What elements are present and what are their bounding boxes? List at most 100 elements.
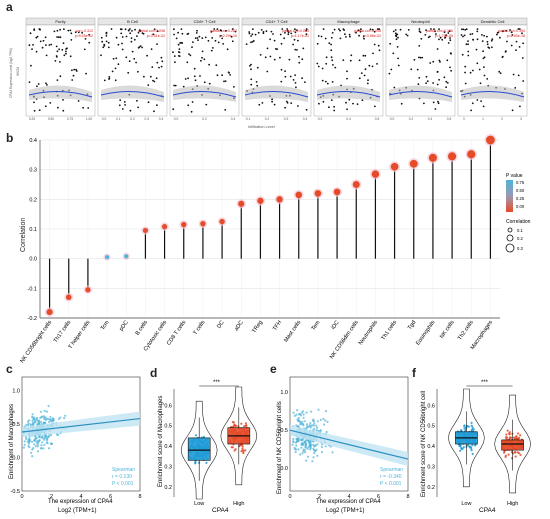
facet-point [249, 65, 251, 67]
facet-point [467, 40, 469, 42]
facet-point [177, 31, 180, 34]
facet-point [425, 29, 427, 31]
scatter-point [292, 441, 295, 444]
facet-point [250, 35, 253, 37]
facet-point [248, 32, 251, 35]
facet-point [117, 63, 120, 66]
facet-point [67, 29, 70, 32]
facet-point [321, 79, 324, 82]
scatter-point [31, 455, 34, 458]
facet-xtick: 0.4 [159, 117, 164, 121]
scatter-point [300, 446, 303, 449]
facet-point [342, 28, 345, 30]
facet-point [54, 60, 57, 62]
facet-point [250, 41, 252, 44]
facet-point [348, 33, 351, 36]
scatter-point [324, 419, 327, 422]
facet-point [117, 43, 120, 46]
scatter-point [47, 404, 50, 408]
panel-letter-c: c [6, 362, 13, 376]
facet-point [476, 38, 479, 41]
facet-point [491, 38, 494, 41]
ytick-label: -0.5 [11, 489, 20, 495]
facet-point [518, 28, 521, 30]
facet-point [220, 29, 223, 32]
facet-point [158, 66, 160, 69]
facet-point [133, 38, 136, 41]
facet-point [172, 108, 175, 111]
facet-title: Purity [55, 19, 65, 24]
scatter-point [55, 433, 59, 436]
facet-point [515, 49, 517, 51]
facet-xtick: 0.25 [29, 117, 35, 121]
facet-point [423, 102, 425, 105]
trend-ci-band [290, 425, 408, 467]
panel-a-facet-scatter: CPA4 Expression Level (log2 TPM) Infiltr… [9, 17, 528, 129]
xtick-label: 8 [406, 494, 409, 500]
scatter-point [324, 445, 327, 448]
facet-point [367, 79, 369, 82]
facet-point [108, 76, 111, 78]
scatter-point [28, 437, 31, 440]
facet-xtick: 3 [520, 117, 522, 121]
category-label: TReg [251, 320, 264, 335]
facet-title: Macrophage [337, 19, 360, 24]
facet-point [472, 38, 474, 41]
scatter-point [303, 420, 306, 423]
facet-point [390, 68, 393, 71]
facet-point [467, 50, 470, 53]
jitter-point [507, 453, 510, 456]
jitter-point [240, 422, 243, 425]
facet-point [396, 33, 399, 36]
facet-point [203, 81, 206, 84]
facet-point [127, 29, 130, 32]
facet-point [85, 72, 87, 75]
facet-point [522, 80, 525, 82]
scatter-point [296, 418, 299, 421]
facet-point [510, 44, 513, 47]
facet-point [180, 28, 183, 30]
facet-point [339, 37, 342, 40]
facet-point [221, 74, 224, 77]
facet-point [345, 36, 347, 38]
ytick-label: 0.3 [427, 464, 435, 470]
facet-point [210, 30, 213, 33]
scatter-point [313, 451, 316, 455]
facet-point [207, 39, 210, 42]
facet-point [295, 86, 297, 89]
facet-point [505, 29, 507, 32]
facet-point [265, 30, 268, 33]
facet-point [88, 41, 91, 44]
lollipop-point [371, 170, 380, 178]
facet-point [437, 102, 440, 105]
facet-point [208, 63, 211, 66]
facet-xtick: 0.4 [303, 117, 308, 121]
facet-point [429, 62, 432, 64]
facet-point [376, 28, 379, 30]
facet-point [350, 54, 353, 57]
facet-point [160, 65, 163, 68]
facet-point [59, 36, 62, 39]
facet-point [77, 31, 80, 34]
facet-point [420, 37, 423, 40]
facet-point [147, 101, 150, 104]
category-label: Tem [311, 319, 322, 331]
facet-xtick: 0.1 [116, 117, 121, 121]
facet-point [392, 52, 395, 55]
facet-point [225, 30, 227, 32]
facet-point [488, 47, 491, 49]
facet-point [449, 37, 451, 39]
facet-ci-band [389, 85, 452, 102]
facet-point [346, 70, 348, 73]
facet-point [75, 68, 77, 71]
facet-point [120, 32, 123, 35]
facet-point [65, 50, 67, 53]
scatter-point [313, 427, 316, 430]
facet-point [502, 30, 504, 33]
facet-xtick: 0.0 [174, 117, 179, 121]
scatter-point [292, 411, 295, 414]
ytick-label: 1.0 [12, 388, 20, 394]
scatter-point [298, 438, 301, 441]
facet-point [147, 84, 150, 86]
ytick-label: 0.0 [29, 257, 37, 263]
